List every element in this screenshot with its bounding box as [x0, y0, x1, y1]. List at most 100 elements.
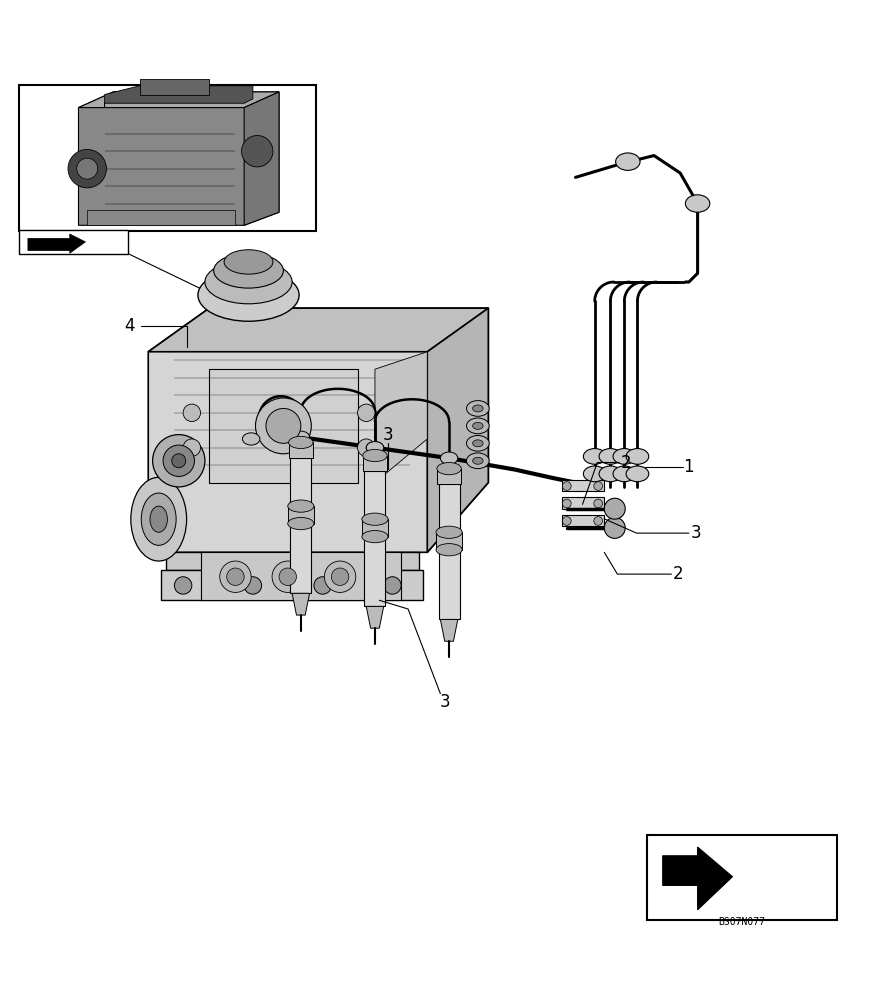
Circle shape [183, 439, 201, 456]
Ellipse shape [467, 435, 489, 451]
Bar [209, 369, 358, 483]
Polygon shape [427, 308, 488, 552]
Polygon shape [28, 234, 85, 253]
Bar [87, 210, 235, 225]
Text: 4: 4 [124, 317, 134, 335]
Text: 1: 1 [684, 458, 694, 476]
Circle shape [331, 568, 349, 585]
Ellipse shape [362, 513, 388, 525]
Polygon shape [161, 570, 423, 600]
Circle shape [604, 517, 625, 538]
Ellipse shape [613, 466, 636, 482]
Ellipse shape [467, 418, 489, 434]
Bar [647, 835, 837, 920]
Text: 2: 2 [673, 565, 684, 583]
Circle shape [358, 439, 375, 456]
Bar [289, 442, 313, 458]
Ellipse shape [583, 449, 606, 464]
Circle shape [244, 577, 262, 594]
Circle shape [604, 498, 625, 519]
Ellipse shape [437, 463, 461, 475]
Ellipse shape [224, 250, 273, 274]
Circle shape [594, 482, 603, 490]
Ellipse shape [613, 449, 636, 464]
Bar [363, 456, 387, 471]
Ellipse shape [363, 449, 387, 462]
Polygon shape [78, 92, 279, 225]
Circle shape [562, 499, 571, 508]
Ellipse shape [141, 493, 176, 545]
Bar [19, 230, 128, 254]
Circle shape [68, 149, 106, 188]
Bar [562, 515, 604, 526]
Circle shape [266, 408, 301, 443]
Circle shape [227, 568, 244, 585]
Bar [439, 484, 460, 619]
Ellipse shape [616, 153, 640, 170]
Polygon shape [201, 552, 401, 600]
Bar [140, 79, 209, 95]
Bar [436, 532, 462, 550]
Bar [19, 85, 316, 231]
Circle shape [242, 136, 273, 167]
Circle shape [220, 561, 251, 592]
Ellipse shape [131, 477, 187, 561]
Polygon shape [663, 847, 732, 910]
Polygon shape [105, 86, 253, 108]
Bar [562, 497, 604, 509]
Ellipse shape [685, 195, 710, 212]
Bar [437, 469, 461, 484]
Ellipse shape [473, 422, 483, 429]
Circle shape [77, 158, 98, 179]
Polygon shape [166, 552, 419, 570]
Ellipse shape [473, 405, 483, 412]
Polygon shape [244, 92, 279, 225]
Ellipse shape [473, 457, 483, 464]
Circle shape [272, 561, 303, 592]
Text: 3: 3 [383, 426, 393, 444]
Bar [364, 471, 385, 606]
Circle shape [174, 577, 192, 594]
Ellipse shape [292, 431, 310, 443]
Ellipse shape [366, 442, 384, 454]
Ellipse shape [150, 506, 167, 532]
Ellipse shape [288, 500, 314, 512]
Ellipse shape [626, 449, 649, 464]
Ellipse shape [205, 260, 292, 304]
Circle shape [324, 561, 356, 592]
Bar [290, 458, 311, 593]
Ellipse shape [626, 466, 649, 482]
Circle shape [594, 499, 603, 508]
Ellipse shape [583, 466, 606, 482]
Ellipse shape [288, 517, 314, 530]
Circle shape [358, 404, 375, 422]
Ellipse shape [289, 436, 313, 449]
Polygon shape [366, 606, 384, 628]
Circle shape [594, 517, 603, 525]
Text: 3: 3 [439, 693, 450, 711]
Bar [288, 506, 314, 524]
Circle shape [314, 577, 331, 594]
Ellipse shape [440, 452, 458, 464]
Ellipse shape [198, 269, 299, 321]
Circle shape [279, 568, 296, 585]
Circle shape [163, 445, 194, 476]
Circle shape [384, 577, 401, 594]
Circle shape [255, 398, 311, 454]
Polygon shape [375, 352, 427, 483]
Circle shape [153, 435, 205, 487]
Text: BS07N077: BS07N077 [719, 917, 766, 927]
Polygon shape [440, 619, 458, 641]
Polygon shape [78, 92, 279, 108]
Circle shape [562, 482, 571, 490]
Ellipse shape [362, 531, 388, 543]
Text: 2: 2 [621, 454, 631, 472]
Ellipse shape [599, 449, 622, 464]
Ellipse shape [467, 401, 489, 416]
Bar [362, 519, 388, 537]
Ellipse shape [214, 253, 283, 288]
Circle shape [562, 517, 571, 525]
Ellipse shape [467, 453, 489, 469]
Polygon shape [148, 308, 488, 352]
Polygon shape [292, 593, 310, 615]
